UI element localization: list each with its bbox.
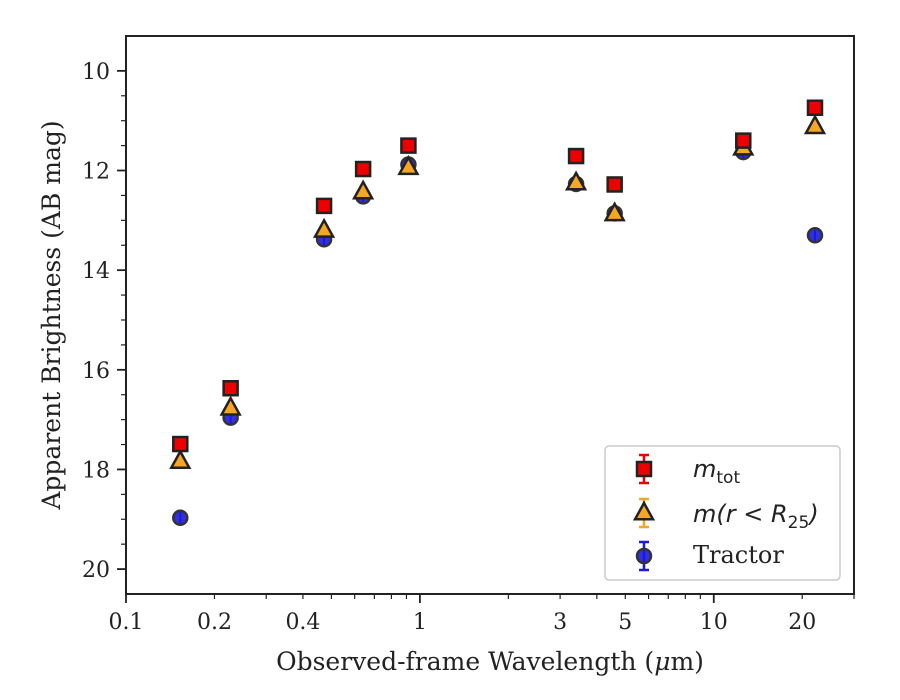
legend: mtot m(r < R25) Tractor [604,445,841,581]
x-tick-label: 3 [553,610,567,635]
data-point-m-r25 [564,170,588,191]
x-axis-title: Observed-frame Wavelength (μm) [276,647,704,676]
legend-marker-m-r25 [632,500,656,521]
y-tick-label: 20 [82,558,110,583]
legend-label-m-tot: mtot [693,455,740,488]
y-tick-label: 14 [82,259,110,284]
plot-frame [125,35,855,595]
y-tick-label: 12 [82,160,110,185]
data-point-tractor [172,509,189,527]
x-tick-label: 1 [413,610,427,635]
legend-marker-m-tot [635,460,653,478]
data-markers [169,99,827,527]
y-tick-label: 16 [82,359,110,384]
data-point-m-r25 [219,395,242,416]
y-tick-label: 18 [82,458,110,483]
x-tick-label: 10 [700,610,728,635]
y-axis-ticks: 10 12 14 16 18 20 [82,60,126,583]
data-point-m-r25 [803,114,827,135]
x-tick-label: 0.2 [197,610,232,635]
x-tick-label: 20 [788,610,816,635]
data-point-m-tot [606,176,623,193]
data-point-m-tot [354,160,372,178]
data-point-m-tot [806,99,824,116]
data-point-m-tot [567,147,585,165]
data-point-m-tot [222,379,239,397]
data-point-m-tot [400,137,417,154]
data-point-m-tot [315,197,333,215]
data-point-m-r25 [169,448,192,470]
data-point-m-r25 [312,217,336,238]
x-tick-label: 0.4 [285,610,320,635]
x-tick-label: 0.1 [109,610,144,635]
legend-label-tractor: Tractor [693,541,784,569]
legend-box [604,445,841,581]
y-tick-label: 10 [82,60,110,85]
data-point-m-r25 [352,179,375,200]
data-point-m-tot [735,132,752,149]
legend-markers [632,453,656,572]
plot-area [125,35,855,595]
data-point-m-r25 [603,201,626,222]
data-point-tractor [806,227,824,244]
data-point-m-r25 [397,154,420,176]
data-point-m-tot [172,435,189,453]
x-axis-ticks: 0.1 0.2 0.4 1 3 5 10 20 [109,594,855,635]
y-axis-title: Apparent Brightness (AB mag) [37,120,66,510]
legend-marker-tractor [635,547,653,565]
legend-label-m-r25: m(r < R25) [693,500,819,533]
x-tick-label: 5 [618,610,632,635]
